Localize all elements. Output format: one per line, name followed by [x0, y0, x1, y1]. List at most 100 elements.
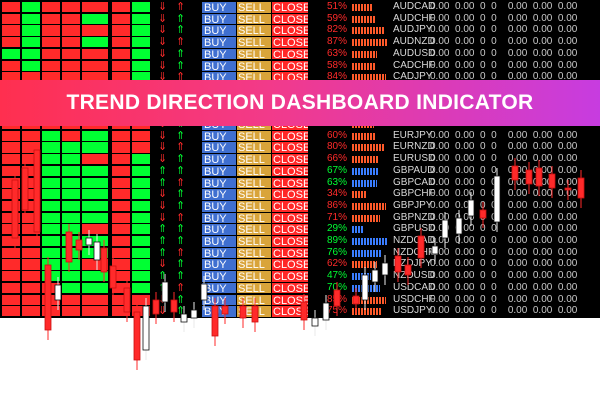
close-button[interactable]: CLOSE [272, 130, 308, 142]
trend-cell [112, 37, 130, 48]
strength-percent: 63% [327, 47, 348, 59]
buy-button[interactable]: BUY [202, 236, 236, 247]
trend-cell [22, 177, 40, 188]
strength-percent: 29% [327, 223, 348, 235]
sell-button[interactable]: SELL [237, 25, 271, 37]
sell-button[interactable]: SELL [237, 294, 271, 306]
buy-button[interactable]: BUY [202, 189, 236, 200]
trend-cell [22, 37, 40, 48]
trend-cell [112, 154, 130, 165]
close-button[interactable]: CLOSE [272, 247, 308, 259]
sell-button[interactable]: SELL [237, 72, 271, 83]
buy-button[interactable]: BUY [202, 142, 236, 154]
close-button[interactable]: CLOSE [272, 236, 308, 247]
buy-button[interactable]: BUY [202, 72, 236, 83]
close-button[interactable]: CLOSE [272, 37, 308, 48]
strength-bar [352, 249, 382, 257]
buy-button[interactable]: BUY [202, 282, 236, 294]
close-button[interactable]: CLOSE [272, 224, 308, 235]
sell-button[interactable]: SELL [237, 224, 271, 235]
close-button[interactable]: CLOSE [272, 165, 308, 177]
close-button[interactable]: CLOSE [272, 154, 308, 165]
close-button[interactable]: CLOSE [272, 306, 308, 317]
close-button[interactable]: CLOSE [272, 60, 308, 72]
sell-button[interactable]: SELL [237, 189, 271, 200]
sell-button[interactable]: SELL [237, 48, 271, 60]
sell-button[interactable]: SELL [237, 282, 271, 294]
sell-button[interactable]: SELL [237, 236, 271, 247]
candle-body [152, 299, 160, 315]
trend-cell [132, 212, 150, 223]
trend-cell [62, 306, 80, 317]
buy-button[interactable]: BUY [202, 2, 236, 13]
sell-button[interactable]: SELL [237, 259, 271, 271]
trend-cell [2, 271, 20, 282]
sell-button[interactable]: SELL [237, 247, 271, 259]
buy-button[interactable]: BUY [202, 154, 236, 165]
trend-cell [112, 306, 130, 317]
sell-button[interactable]: SELL [237, 2, 271, 13]
close-button[interactable]: CLOSE [272, 48, 308, 60]
close-button[interactable]: CLOSE [272, 2, 308, 13]
close-button[interactable]: CLOSE [272, 212, 308, 224]
buy-button[interactable]: BUY [202, 25, 236, 37]
sell-button[interactable]: SELL [237, 130, 271, 142]
buy-button[interactable]: BUY [202, 247, 236, 259]
strength-bar [352, 296, 386, 304]
trend-cell [2, 294, 20, 305]
buy-button[interactable]: BUY [202, 212, 236, 224]
trend-cell [2, 236, 20, 247]
buy-button[interactable]: BUY [202, 200, 236, 212]
trend-cell [22, 294, 40, 305]
trend-cell [132, 177, 150, 188]
buy-button[interactable]: BUY [202, 130, 236, 142]
sell-button[interactable]: SELL [237, 142, 271, 154]
close-button[interactable]: CLOSE [272, 200, 308, 212]
strength-bar [352, 261, 377, 269]
close-button[interactable]: CLOSE [272, 142, 308, 154]
close-button[interactable]: CLOSE [272, 25, 308, 37]
close-button[interactable]: CLOSE [272, 294, 308, 306]
close-button[interactable]: CLOSE [272, 177, 308, 189]
sell-button[interactable]: SELL [237, 165, 271, 177]
sell-button[interactable]: SELL [237, 271, 271, 282]
close-button[interactable]: CLOSE [272, 13, 308, 25]
sell-button[interactable]: SELL [237, 212, 271, 224]
candle-body [21, 167, 29, 211]
trend-cell [82, 259, 108, 270]
buy-button[interactable]: BUY [202, 259, 236, 271]
close-button[interactable]: CLOSE [272, 72, 308, 83]
candle-body [455, 217, 463, 235]
buy-button[interactable]: BUY [202, 271, 236, 282]
buy-button[interactable]: BUY [202, 165, 236, 177]
close-button[interactable]: CLOSE [272, 282, 308, 294]
numeric-columns: 0.00 0.00 0 0 0.00 0.00 0.00 [430, 71, 578, 83]
sell-button[interactable]: SELL [237, 177, 271, 189]
close-button[interactable]: CLOSE [272, 259, 308, 271]
trend-cell [2, 200, 20, 212]
close-button[interactable]: CLOSE [272, 271, 308, 282]
strength-percent: 34% [327, 188, 348, 200]
buy-button[interactable]: BUY [202, 37, 236, 48]
sell-button[interactable]: SELL [237, 13, 271, 25]
buy-button[interactable]: BUY [202, 177, 236, 189]
candle-body [467, 199, 475, 217]
sell-button[interactable]: SELL [237, 60, 271, 72]
sell-button[interactable]: SELL [237, 200, 271, 212]
buy-button[interactable]: BUY [202, 48, 236, 60]
buy-button[interactable]: BUY [202, 224, 236, 235]
trend-cell [62, 212, 80, 223]
candle-body [161, 281, 169, 303]
trend-cell [112, 60, 130, 71]
strength-percent: 62% [327, 258, 348, 270]
close-button[interactable]: CLOSE [272, 189, 308, 200]
buy-button[interactable]: BUY [202, 13, 236, 25]
candle-body [311, 317, 319, 327]
trend-cell [82, 37, 108, 48]
candle-body [577, 177, 585, 199]
trend-cell [42, 236, 60, 247]
buy-button[interactable]: BUY [202, 60, 236, 72]
strength-percent: 58% [327, 59, 348, 71]
sell-button[interactable]: SELL [237, 154, 271, 165]
sell-button[interactable]: SELL [237, 37, 271, 48]
